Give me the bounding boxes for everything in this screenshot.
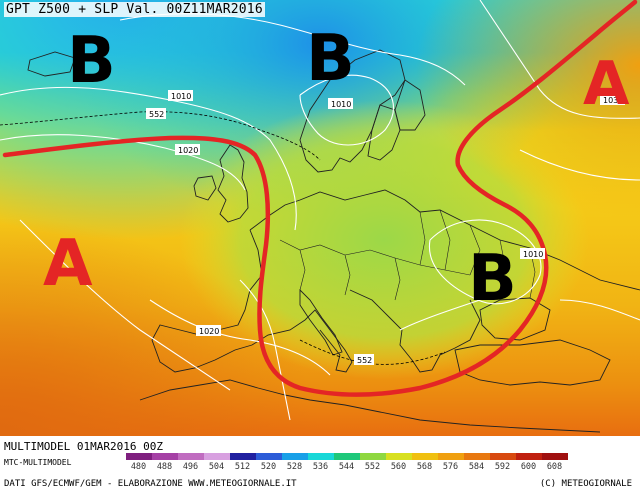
color-scale-swatch: 488 (152, 453, 178, 474)
geopotential-contours (0, 111, 446, 365)
color-scale-value: 560 (386, 460, 412, 474)
map-title: GPT Z500 + SLP Val. 00Z11MAR2016 (4, 2, 265, 17)
color-scale-bar (126, 453, 152, 460)
color-scale-value: 592 (490, 460, 516, 474)
isobar-label: 1030 (603, 96, 623, 105)
color-scale-bar (542, 453, 568, 460)
color-scale-value: 568 (412, 460, 438, 474)
color-scale-bar (308, 453, 334, 460)
color-scale-swatch: 496 (178, 453, 204, 474)
model-name-label: MTC-MULTIMODEL (4, 458, 72, 467)
isobar-label: 1020 (178, 146, 198, 155)
color-scale-swatch: 552 (360, 453, 386, 474)
color-scale-value: 520 (256, 460, 282, 474)
high-pressure-label: A (43, 227, 93, 301)
color-scale-swatch: 584 (464, 453, 490, 474)
color-scale-bar (230, 453, 256, 460)
color-scale-bar (178, 453, 204, 460)
color-scale-swatch: 592 (490, 453, 516, 474)
color-scale-value: 480 (126, 460, 152, 474)
color-scale-bar (412, 453, 438, 460)
isobar-labels: 1010 1010 1030 1020 1010 1020 552 552 (146, 90, 625, 365)
high-pressure-label: A (583, 49, 630, 119)
low-pressure-label: B (306, 22, 355, 96)
color-scale-value: 528 (282, 460, 308, 474)
color-scale-swatch: 504 (204, 453, 230, 474)
data-credit: DATI GFS/ECMWF/GEM - ELABORAZIONE WWW.ME… (4, 479, 297, 489)
color-scale-swatch: 560 (386, 453, 412, 474)
color-scale-value: 488 (152, 460, 178, 474)
geopotential-label: 552 (357, 356, 372, 365)
color-scale-swatch: 520 (256, 453, 282, 474)
map-footer: MULTIMODEL 01MAR2016 00Z MTC-MULTIMODEL … (0, 436, 640, 493)
low-pressure-label: B (468, 242, 517, 316)
color-scale-value: 584 (464, 460, 490, 474)
model-run-label: MULTIMODEL 01MAR2016 00Z (4, 440, 163, 453)
pressure-systems: B B A A B (43, 22, 630, 316)
weather-map: 1010 1010 1030 1020 1010 1020 552 552 B … (0, 0, 640, 436)
isobar-label: 1010 (523, 250, 543, 259)
color-scale-bar (386, 453, 412, 460)
low-pressure-label: B (67, 24, 116, 98)
color-scale-swatch: 576 (438, 453, 464, 474)
color-scale-swatch: 608 (542, 453, 568, 474)
isobar-label: 1010 (171, 92, 191, 101)
color-scale-value: 600 (516, 460, 542, 474)
color-scale-value: 512 (230, 460, 256, 474)
color-scale-swatch: 512 (230, 453, 256, 474)
color-scale-bar (438, 453, 464, 460)
color-scale-swatch: 600 (516, 453, 542, 474)
color-scale-swatch: 480 (126, 453, 152, 474)
color-scale-bar (334, 453, 360, 460)
color-scale-bar (464, 453, 490, 460)
color-scale-value: 496 (178, 460, 204, 474)
color-scale-bar (152, 453, 178, 460)
color-scale-bar (516, 453, 542, 460)
color-scale-value: 536 (308, 460, 334, 474)
color-scale: 480 488 496 504 512 520 528 536 544 552 560 568 576 5… (126, 453, 568, 474)
color-scale-value: 504 (204, 460, 230, 474)
color-scale-swatch: 568 (412, 453, 438, 474)
color-scale-bar (490, 453, 516, 460)
geopotential-label: 552 (149, 110, 164, 119)
color-scale-value: 552 (360, 460, 386, 474)
color-scale-swatch: 528 (282, 453, 308, 474)
isobar-label: 1020 (199, 327, 219, 336)
ridge-trough-axes (2, 0, 638, 397)
color-scale-swatch: 544 (334, 453, 360, 474)
color-scale-value: 576 (438, 460, 464, 474)
color-scale-value: 544 (334, 460, 360, 474)
isobar-label: 1010 (331, 100, 351, 109)
color-scale-swatch: 536 (308, 453, 334, 474)
color-scale-bar (256, 453, 282, 460)
color-scale-bar (204, 453, 230, 460)
color-scale-bar (282, 453, 308, 460)
copyright: (C) METEOGIORNALE (539, 479, 632, 489)
color-scale-value: 608 (542, 460, 568, 474)
color-scale-bar (360, 453, 386, 460)
